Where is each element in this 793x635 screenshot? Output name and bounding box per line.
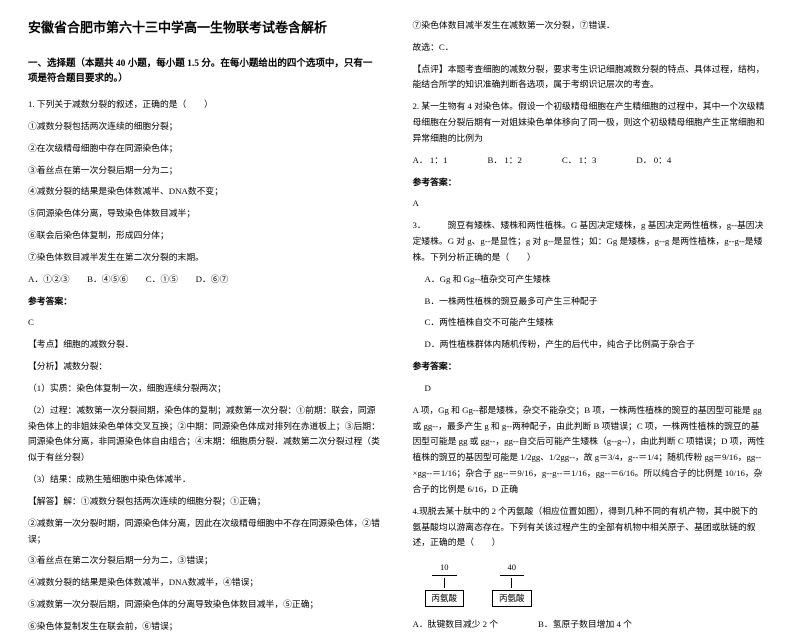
- aa-box-1: 10 丙氨酸: [425, 561, 465, 607]
- q3-explanation: A 项，Gg 和 Gg--都是矮株，杂交不能杂交；B 项，一株两性植株的豌豆的基…: [413, 403, 766, 498]
- left-column: 安徽省合肥市第六十三中学高一生物联考试卷含解析 一、选择题（本题共 40 小题，…: [28, 18, 381, 543]
- jieda-7: ⑦染色体数目减半发生在减数第一次分裂，⑦错误．: [413, 18, 766, 34]
- q3-stem: 3． 豌豆有矮株、矮株和两性植株。G 基因决定矮株，g 基因决定两性植株，g--…: [413, 218, 766, 265]
- fenxi-1: （1）实质：染色体复制一次，细胞连续分裂两次；: [28, 381, 381, 397]
- q3-opt-a: A．Gg 和 Gg--植杂交可产生矮株: [413, 272, 766, 288]
- fenxi-label: 【分析】减数分裂：: [28, 359, 381, 375]
- conclusion: 故选：C．: [413, 40, 766, 56]
- answer-label-2: 参考答案：: [413, 175, 766, 191]
- q1-opt-7: ⑦染色体数目减半发生在第二次分裂的末期。: [28, 250, 381, 266]
- q4-opt-a: A．肽键数目减少 2 个: [413, 617, 499, 633]
- aa-label-1: 丙氨酸: [425, 590, 465, 608]
- q4-stem: 4.现脱去某十肽中的 2 个丙氨酸（相应位置如图），得到几种不同的有机产物，其中…: [413, 504, 766, 551]
- q1-opt-5: ⑤同源染色体分离，导致染色体数目减半；: [28, 206, 381, 222]
- jieda-2: ②减数第一次分裂时期，同源染色体分离，因此在次级精母细胞中不存在同源染色体，②错…: [28, 516, 381, 548]
- q2-answer: A: [413, 196, 766, 212]
- doc-title: 安徽省合肥市第六十三中学高一生物联考试卷含解析: [28, 18, 381, 39]
- q1-stem: 1. 下列关于减数分裂的叙述，正确的是（ ）: [28, 97, 381, 113]
- fenxi-3: （3）结果：成熟生殖细胞中染色体减半．: [28, 472, 381, 488]
- jieda-4: ④减数分裂的结果是染色体数减半，DNA数减半，④错误；: [28, 575, 381, 591]
- q3-opt-b: B．一株两性植株的豌豆最多可产生三种配子: [413, 294, 766, 310]
- aa-stem-1: [444, 578, 445, 588]
- jieda-5: ⑤减数第一次分裂后期，同源染色体的分离导致染色体数目减半，⑤正确；: [28, 597, 381, 613]
- q1-opt-2: ②在次级精母细胞中存在同源染色体；: [28, 141, 381, 157]
- q1-choices: A．①②③ B．④⑤⑥ C．①⑤ D．⑥⑦: [28, 272, 381, 288]
- jieda-1: 【解答】解：①减数分裂包括两次连续的细胞分裂；①正确；: [28, 494, 381, 510]
- q2-opt-d: D． 0：4: [636, 153, 671, 169]
- fenxi-2: （2）过程：减数第一次分裂间期，染色体的复制；减数第一次分裂：①前期：联会，同源…: [28, 403, 381, 466]
- jieda-6: ⑥染色体复制发生在联会前，⑥错误；: [28, 619, 381, 635]
- q2-opt-c: C． 1：3: [562, 153, 596, 169]
- aa-box-2: 40 丙氨酸: [492, 561, 532, 607]
- q2-opt-a: A． 1：1: [413, 153, 448, 169]
- q1-opt-4: ④减数分裂的结果是染色体数减半、DNA数不变；: [28, 184, 381, 200]
- q1-answer: C: [28, 315, 381, 331]
- aa-stem-2: [511, 578, 512, 588]
- aa-num-2: 40: [500, 561, 525, 576]
- jieda-3: ③着丝点在第二次分裂后期一分为二，③错误；: [28, 553, 381, 569]
- q4-opt-b: B．氢原子数目增加 4 个: [538, 617, 632, 633]
- dianping: 【点评】本题考查细胞的减数分裂，要求考生识记细胞减数分裂的特点、具体过程，结构，…: [413, 62, 766, 94]
- q2-options: A． 1：1 B． 1：2 C． 1：3 D． 0：4: [413, 153, 766, 169]
- q1-opt-3: ③着丝点在第一次分裂后期一分为二；: [28, 163, 381, 179]
- answer-label: 参考答案：: [28, 294, 381, 310]
- answer-label-3: 参考答案：: [413, 359, 766, 375]
- right-column: ⑦染色体数目减半发生在减数第一次分裂，⑦错误． 故选：C． 【点评】本题考查细胞…: [413, 18, 766, 543]
- aa-label-2: 丙氨酸: [492, 590, 532, 608]
- kaodian-label: 【考点】细胞的减数分裂．: [28, 337, 381, 353]
- q4-options: A．肽键数目减少 2 个 B．氢原子数目增加 4 个: [413, 617, 766, 633]
- section-1-header: 一、选择题（本题共 40 小题，每小题 1.5 分。在每小题给出的四个选项中，只…: [28, 57, 381, 87]
- q2-stem: 2. 某一生物有 4 对染色体。假设一个初级精母细胞在产生精细胞的过程中，其中一…: [413, 99, 766, 146]
- q1-opt-6: ⑥联会后染色体复制，形成四分体；: [28, 228, 381, 244]
- q1-opt-1: ①减数分裂包括两次连续的细胞分裂；: [28, 119, 381, 135]
- q3-opt-d: D．两性植株群体内随机传粉，产生的后代中，纯合子比例高于杂合子: [413, 337, 766, 353]
- q3-answer: D: [413, 381, 766, 397]
- aa-num-1: 10: [432, 561, 457, 576]
- amino-acid-diagram: 10 丙氨酸 40 丙氨酸: [413, 561, 766, 607]
- q3-opt-c: C．两性植株自交不可能产生矮株: [413, 315, 766, 331]
- q2-opt-b: B． 1：2: [487, 153, 521, 169]
